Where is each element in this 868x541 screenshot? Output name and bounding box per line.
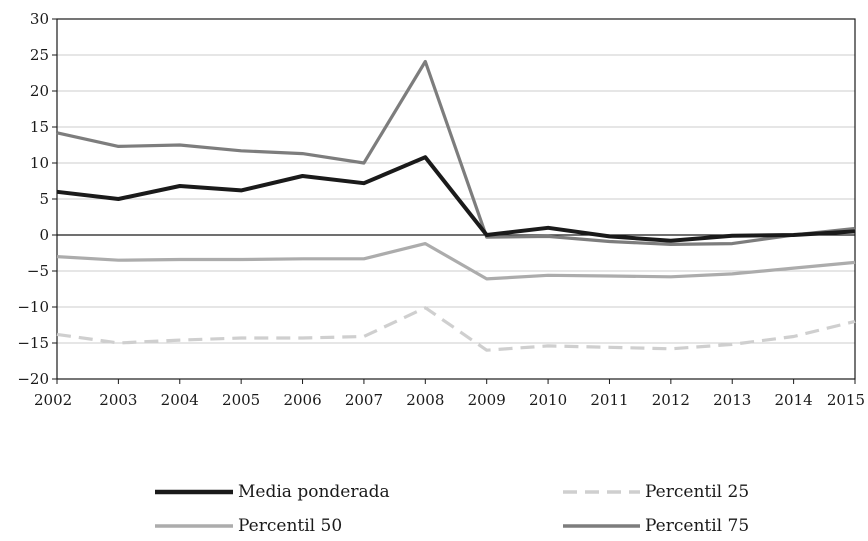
- legend-label-1: Media ponderada: [238, 482, 390, 502]
- y-tick-label: 20: [30, 82, 49, 100]
- y-tick-label: 30: [30, 10, 49, 28]
- series-line-4: [56, 59, 856, 246]
- x-tick-label: 2002: [34, 391, 72, 409]
- x-tick-label: 2013: [713, 391, 751, 409]
- x-tick-label: 2012: [652, 391, 690, 409]
- y-tick-label: 15: [30, 118, 49, 136]
- x-tick-label: 2003: [99, 391, 137, 409]
- x-tick-label: 2011: [590, 391, 628, 409]
- legend-label-4: Percentil 75: [645, 516, 749, 536]
- x-tick-label: 2010: [529, 391, 567, 409]
- x-tick-label: 2009: [468, 391, 506, 409]
- series-line-1: [56, 155, 856, 243]
- legend-label-3: Percentil 50: [238, 516, 342, 536]
- y-tick-label: 10: [30, 154, 49, 172]
- y-tick-label: −10: [17, 298, 49, 316]
- series-line-3: [56, 242, 856, 281]
- x-tick-label: 2006: [283, 391, 321, 409]
- y-tick-label: −15: [17, 334, 49, 352]
- y-tick-label: 25: [30, 46, 49, 64]
- y-tick-label: 0: [39, 226, 49, 244]
- y-tick-label: −20: [17, 370, 49, 388]
- x-tick-label: 2014: [775, 391, 813, 409]
- x-tick-label: 2005: [222, 391, 260, 409]
- x-tick-label: 2004: [161, 391, 199, 409]
- legend: Media ponderada Percentil 25 Percentil 50 P…: [155, 482, 749, 536]
- y-tick-label: −5: [27, 262, 49, 280]
- y-tick-label: 5: [39, 190, 49, 208]
- x-tick-label: 2008: [406, 391, 444, 409]
- x-tick-label: 2015: [827, 391, 865, 409]
- legend-label-2: Percentil 25: [645, 482, 749, 502]
- series-lines: [56, 59, 856, 352]
- series-line-2: [56, 306, 856, 352]
- x-tick-label: 2007: [345, 391, 383, 409]
